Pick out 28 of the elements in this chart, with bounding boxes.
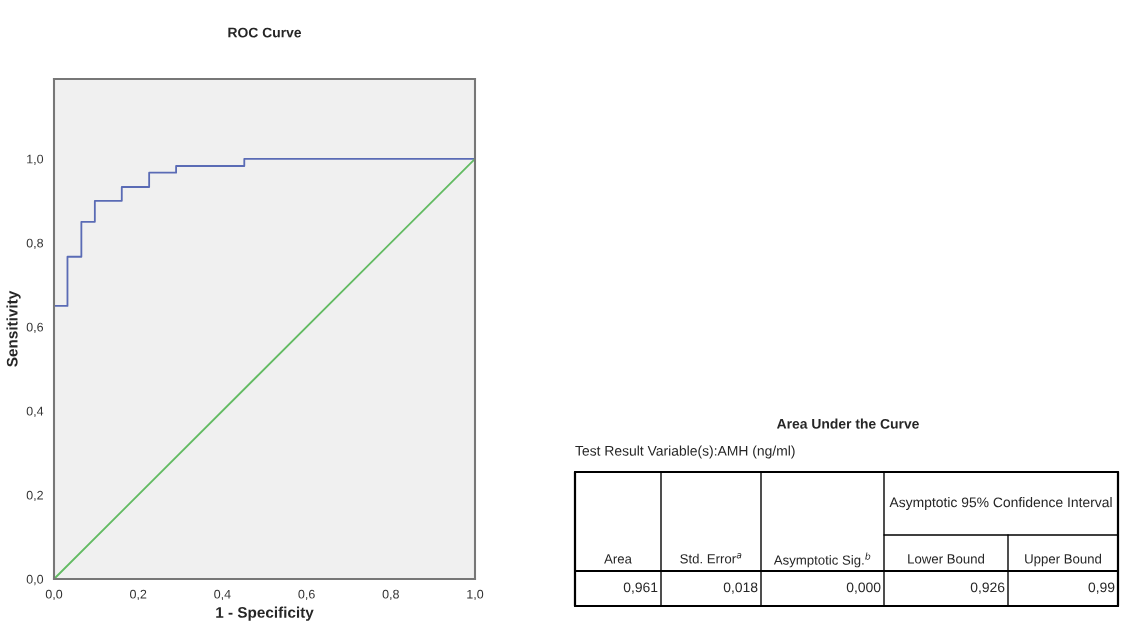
text: Test Result Variable(s):AMH (ng/ml): [575, 445, 795, 459]
x-tick-label: 0,4: [214, 589, 231, 601]
y-tick-label: 0,8: [26, 238, 44, 249]
y-tick-label: 0,6: [26, 322, 44, 334]
text: 0,926: [970, 582, 1005, 594]
text: Lower Bound: [908, 553, 985, 564]
chart-title: ROC Curve: [228, 27, 302, 38]
y-tick-label: 0,0: [26, 574, 44, 586]
text: Area: [604, 554, 632, 564]
text: Std. Error$^{a}$: [680, 553, 742, 564]
x-tick-label: 1,0: [467, 589, 484, 601]
text: 0,000: [846, 582, 881, 594]
x-tick-label: 0,2: [130, 589, 147, 601]
y-tick-label: 0,4: [26, 406, 44, 418]
text: Area Under the Curve: [776, 418, 919, 429]
text: 0,018: [723, 582, 758, 594]
text: Asymptotic 95% Confidence Interval: [889, 497, 1112, 510]
x-tick-label: 0,0: [45, 589, 63, 601]
x-tick-label: 0,8: [382, 589, 399, 601]
text: 0,99: [1088, 582, 1115, 594]
y-tick-label: 1,0: [27, 154, 44, 165]
x-axis-title: 1 - Specificity: [216, 606, 314, 621]
text: Asymptotic Sig.$^{b}$: [773, 552, 871, 568]
x-tick-label: 0,6: [298, 589, 315, 601]
text: Upper Bound: [1025, 553, 1102, 567]
y-tick-label: 0,2: [26, 490, 43, 502]
y-axis-title: Sensitivity: [6, 290, 21, 367]
text: 0,961: [623, 582, 658, 594]
